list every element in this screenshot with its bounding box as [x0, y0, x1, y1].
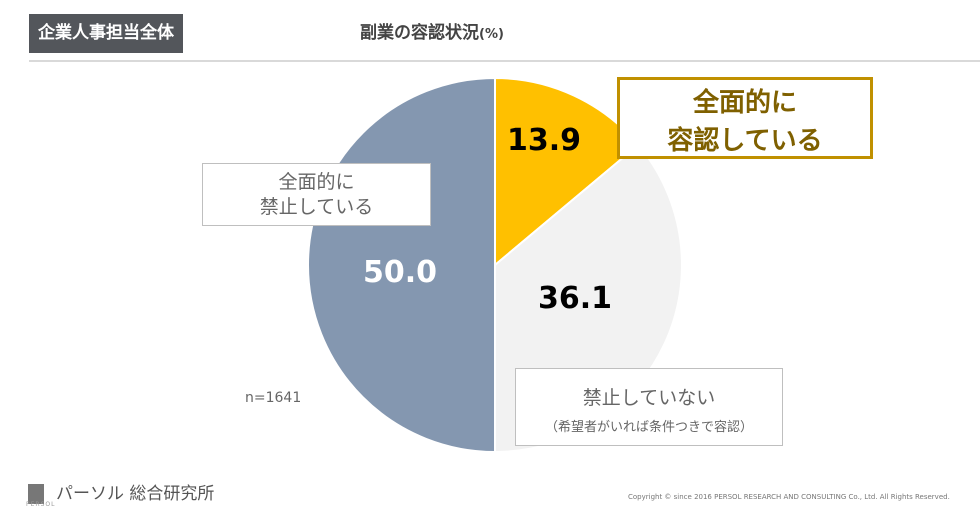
label-prohibited: 全面的に禁止している [202, 163, 431, 226]
logo-sub: PERSOL [26, 501, 56, 508]
data-label: 13.9 [507, 123, 581, 158]
title-text: 副業の容認状況 [360, 23, 479, 43]
copyright: Copyright © since 2016 PERSOL RESEARCH A… [628, 493, 950, 501]
persol-logo-icon [28, 484, 44, 504]
data-label: 36.1 [538, 281, 612, 316]
logo-text: パーソル 総合研究所 [56, 484, 215, 504]
logo: パーソル 総合研究所 [28, 479, 214, 504]
title-unit: (%) [479, 27, 504, 42]
label-line: 全面的に [692, 88, 797, 118]
label-line: 禁止していない [582, 387, 716, 409]
chart-title: 副業の容認状況(%) [360, 18, 504, 43]
label-sub: （希望者がいれば条件つきで容認） [544, 420, 753, 435]
label-allowed: 全面的に容認している [617, 77, 873, 159]
label-not-prohibited: 禁止していない （希望者がいれば条件つきで容認） [515, 368, 783, 446]
sample-size: n=1641 [245, 390, 302, 406]
data-label: 50.0 [363, 255, 437, 290]
divider [29, 60, 980, 62]
label-line: 禁止している [259, 196, 374, 218]
label-line: 全面的に [278, 171, 355, 193]
segment-badge: 企業人事担当全体 [29, 14, 183, 53]
label-line: 容認している [667, 126, 823, 156]
